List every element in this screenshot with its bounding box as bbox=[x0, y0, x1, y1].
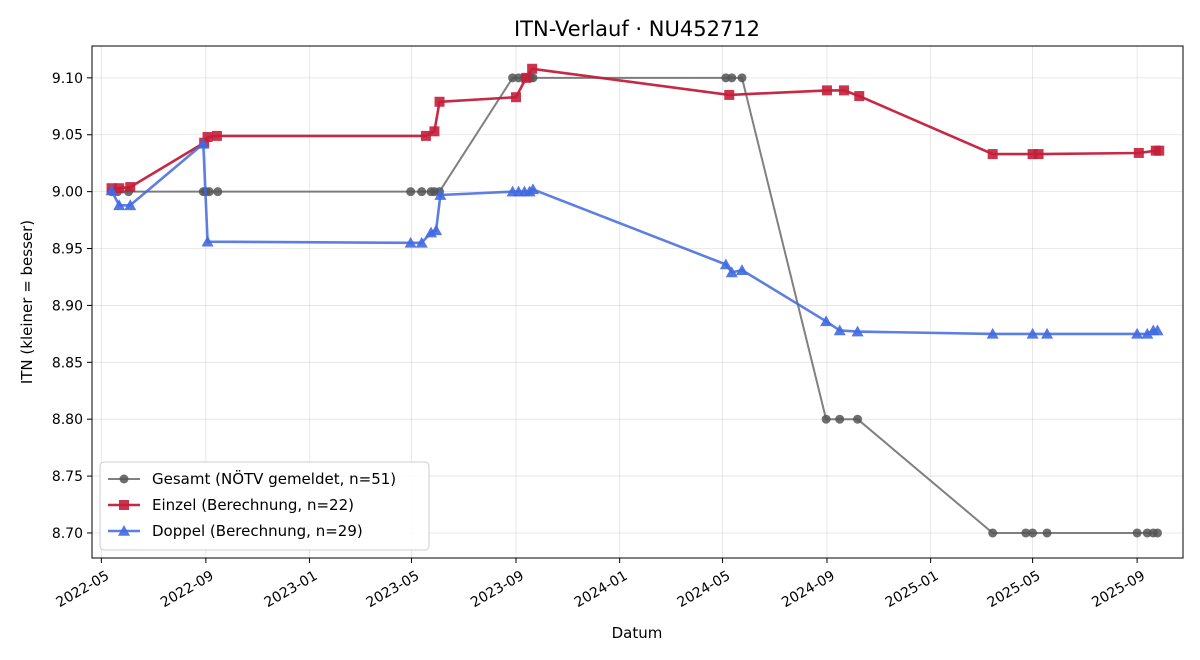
data-point bbox=[853, 414, 863, 424]
data-point bbox=[434, 96, 445, 107]
y-tick-label: 8.90 bbox=[52, 298, 83, 314]
data-point bbox=[417, 187, 427, 197]
data-point bbox=[434, 189, 447, 200]
data-point bbox=[1131, 327, 1144, 339]
legend: Gesamt (NÖTV gemeldet, n=51) Einzel (Bere… bbox=[99, 461, 430, 551]
x-tick-label: 2022-05 bbox=[53, 568, 112, 611]
data-point bbox=[415, 236, 428, 248]
legend-item: Einzel (Berechnung, n=22) bbox=[108, 496, 354, 514]
data-point bbox=[851, 325, 864, 337]
x-axis-label: Datum bbox=[612, 624, 663, 642]
series-square bbox=[106, 63, 1165, 194]
x-tick-label: 2025-01 bbox=[883, 568, 942, 611]
data-point bbox=[719, 258, 732, 270]
data-point bbox=[727, 73, 737, 83]
data-point bbox=[986, 327, 999, 339]
data-point bbox=[988, 528, 998, 538]
data-point bbox=[510, 92, 521, 103]
data-point bbox=[124, 199, 137, 211]
legend-label: Gesamt (NÖTV gemeldet, n=51) bbox=[152, 469, 396, 488]
data-point bbox=[1153, 528, 1163, 538]
data-point bbox=[114, 183, 125, 194]
x-tick-label: 2024-05 bbox=[675, 568, 734, 611]
data-point bbox=[197, 137, 210, 149]
x-tick-label: 2024-01 bbox=[572, 568, 631, 611]
data-point bbox=[1021, 528, 1031, 538]
data-point bbox=[1026, 327, 1039, 339]
data-point bbox=[526, 183, 539, 195]
data-point bbox=[1151, 324, 1164, 336]
x-tick-label: 2023-05 bbox=[364, 568, 423, 611]
legend-box bbox=[99, 461, 430, 551]
data-point bbox=[430, 224, 443, 236]
data-point bbox=[521, 72, 532, 83]
data-point bbox=[211, 130, 222, 141]
data-point bbox=[1132, 528, 1142, 538]
series-line bbox=[111, 67, 1160, 190]
data-point bbox=[854, 91, 865, 102]
data-point bbox=[821, 414, 831, 424]
legend-marker bbox=[118, 525, 130, 536]
y-tick-label: 9.05 bbox=[52, 128, 83, 144]
data-point bbox=[737, 73, 747, 83]
y-tick-label: 8.85 bbox=[52, 355, 83, 371]
data-point bbox=[105, 184, 118, 196]
data-point bbox=[204, 187, 214, 197]
data-point bbox=[1133, 147, 1144, 158]
data-point bbox=[213, 187, 223, 197]
data-point bbox=[725, 266, 738, 278]
legend-item: Doppel (Berechnung, n=29) bbox=[108, 522, 363, 540]
data-point bbox=[420, 130, 431, 141]
data-point bbox=[821, 85, 832, 96]
data-point bbox=[724, 89, 735, 100]
data-point bbox=[1027, 149, 1038, 160]
series-triangle bbox=[105, 137, 1164, 339]
data-point bbox=[429, 126, 440, 137]
legend-label: Doppel (Berechnung, n=29) bbox=[152, 522, 363, 540]
data-point bbox=[835, 414, 845, 424]
legend-marker bbox=[119, 474, 129, 484]
x-tick-label: 2025-09 bbox=[1089, 568, 1148, 611]
y-tick-label: 8.75 bbox=[52, 469, 83, 485]
data-point bbox=[527, 63, 538, 74]
plot-frame bbox=[91, 45, 1184, 559]
x-tick-label: 2023-01 bbox=[262, 568, 321, 611]
x-tick-label: 2023-09 bbox=[468, 568, 527, 611]
data-point bbox=[838, 85, 849, 96]
y-tick-label: 8.80 bbox=[52, 412, 83, 428]
legend-marker bbox=[119, 500, 129, 510]
data-point bbox=[201, 235, 214, 247]
y-tick-label: 8.70 bbox=[52, 526, 83, 542]
data-point bbox=[406, 187, 416, 197]
chart-title: ITN-Verlauf · NU452712 bbox=[514, 17, 760, 41]
data-point bbox=[1141, 327, 1154, 339]
data-point bbox=[404, 236, 417, 248]
y-tick-label: 9.10 bbox=[52, 71, 83, 87]
data-point bbox=[113, 199, 126, 211]
series-layer bbox=[105, 63, 1165, 538]
legend-label: Einzel (Berechnung, n=22) bbox=[152, 496, 354, 514]
data-point bbox=[125, 182, 136, 193]
data-point bbox=[736, 264, 749, 275]
x-tick-label: 2025-05 bbox=[985, 568, 1044, 611]
data-point bbox=[1041, 327, 1054, 339]
x-tick-label: 2022-09 bbox=[158, 568, 217, 611]
legend-item: Gesamt (NÖTV gemeldet, n=51) bbox=[108, 469, 396, 488]
data-point bbox=[1028, 528, 1038, 538]
grid-layer bbox=[92, 46, 1183, 558]
data-point bbox=[1154, 145, 1165, 156]
y-axis-label: ITN (kleiner = besser) bbox=[18, 220, 36, 384]
data-point bbox=[1042, 528, 1052, 538]
data-point bbox=[833, 324, 846, 336]
data-point bbox=[820, 315, 833, 327]
y-tick-label: 9.00 bbox=[52, 185, 83, 201]
data-point bbox=[1033, 149, 1044, 160]
y-tick-label: 8.95 bbox=[52, 242, 83, 258]
data-point bbox=[202, 132, 213, 143]
data-point bbox=[987, 149, 998, 160]
x-tick-label: 2024-09 bbox=[779, 568, 838, 611]
